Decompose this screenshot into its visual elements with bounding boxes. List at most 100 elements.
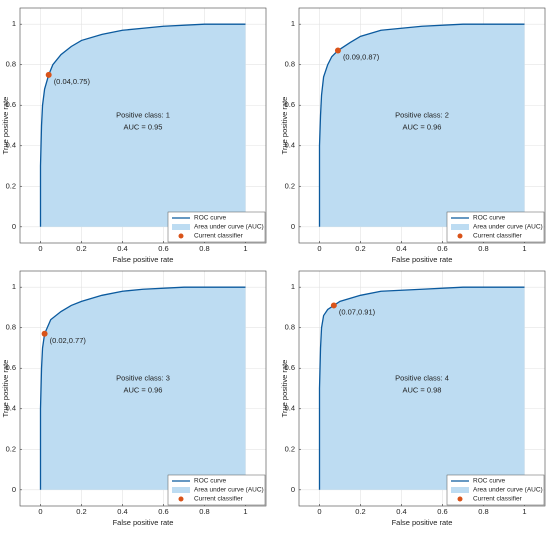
x-tick-label: 0.8 <box>199 244 209 253</box>
y-tick-label: 0.8 <box>285 60 295 69</box>
y-tick-label: 0.6 <box>6 100 16 109</box>
point-label: (0.02,0.77) <box>50 336 87 345</box>
y-tick-label: 0 <box>12 222 16 231</box>
annotation: AUC = 0.96 <box>403 123 442 132</box>
classifier-point <box>330 302 337 309</box>
x-tick-label: 0.6 <box>437 507 447 516</box>
x-tick-label: 0.4 <box>117 244 127 253</box>
y-axis-label: True positive rate <box>1 360 10 418</box>
legend-label: Current classifier <box>473 233 523 240</box>
axes-box <box>298 270 546 507</box>
x-tick-label: 0.4 <box>117 507 127 516</box>
legend-marker <box>457 496 463 502</box>
annotation: Positive class: 2 <box>395 110 449 119</box>
legend-label: ROC curve <box>473 478 506 485</box>
annotation: Positive class: 4 <box>395 373 449 382</box>
x-tick-label: 0.8 <box>478 244 488 253</box>
y-tick-label: 0.4 <box>285 404 295 413</box>
x-tick-label: 0.4 <box>396 244 406 253</box>
axes-box <box>19 7 267 244</box>
auc-area <box>319 287 525 490</box>
classifier-point <box>334 47 341 54</box>
point-label: (0.09,0.87) <box>343 53 380 62</box>
y-tick-label: 0.4 <box>6 404 16 413</box>
y-tick-label: 0.2 <box>6 181 16 190</box>
legend-label: Current classifier <box>473 496 523 503</box>
x-tick-label: 0.2 <box>355 244 365 253</box>
legend-swatch <box>451 224 469 230</box>
x-tick-label: 0 <box>317 244 321 253</box>
y-tick-label: 0 <box>291 222 295 231</box>
x-tick-label: 0 <box>38 507 42 516</box>
y-axis-label: True positive rate <box>280 360 289 418</box>
roc-curve <box>39 286 246 490</box>
x-tick-label: 1 <box>522 507 526 516</box>
annotation: AUC = 0.98 <box>403 386 442 395</box>
axes-box <box>19 270 267 507</box>
y-tick-label: 0.8 <box>6 60 16 69</box>
legend-marker <box>457 233 463 239</box>
y-tick-label: 0.2 <box>285 444 295 453</box>
y-tick-label: 1 <box>12 282 16 291</box>
x-tick-label: 0 <box>38 244 42 253</box>
roc-curve <box>39 23 246 227</box>
auc-area <box>319 24 525 227</box>
x-axis-label: False positive rate <box>113 255 174 264</box>
annotation: Positive class: 3 <box>116 373 170 382</box>
annotation: AUC = 0.95 <box>124 123 163 132</box>
y-tick-label: 0.8 <box>285 323 295 332</box>
x-tick-label: 0.6 <box>437 244 447 253</box>
y-tick-label: 0.6 <box>6 363 16 372</box>
axes-box <box>298 7 546 244</box>
annotation: AUC = 0.96 <box>124 386 163 395</box>
legend-label: Area under curve (AUC) <box>194 487 264 494</box>
point-label: (0.04,0.75) <box>54 77 91 86</box>
legend-label: Area under curve (AUC) <box>194 224 264 231</box>
x-axis-label: False positive rate <box>113 518 174 527</box>
x-tick-label: 0.4 <box>396 507 406 516</box>
annotation: Positive class: 1 <box>116 110 170 119</box>
y-tick-label: 0.2 <box>6 444 16 453</box>
y-tick-label: 1 <box>12 19 16 28</box>
y-tick-label: 0.4 <box>6 141 16 150</box>
x-tick-label: 0.2 <box>355 507 365 516</box>
legend-label: Current classifier <box>194 496 244 503</box>
legend-label: Current classifier <box>194 233 244 240</box>
x-tick-label: 0.6 <box>158 244 168 253</box>
legend-swatch <box>451 487 469 493</box>
y-tick-label: 0 <box>291 485 295 494</box>
auc-area <box>40 24 246 227</box>
auc-area <box>40 287 246 490</box>
x-tick-label: 1 <box>522 244 526 253</box>
y-tick-label: 0.6 <box>285 363 295 372</box>
classifier-point <box>45 71 52 78</box>
x-tick-label: 1 <box>243 244 247 253</box>
x-axis-label: False positive rate <box>392 255 453 264</box>
legend-marker <box>178 233 184 239</box>
legend-label: Area under curve (AUC) <box>473 487 543 494</box>
legend-marker <box>178 496 184 502</box>
y-tick-label: 1 <box>291 282 295 291</box>
y-axis-label: True positive rate <box>280 97 289 155</box>
legend-swatch <box>172 487 190 493</box>
legend-label: ROC curve <box>194 478 227 485</box>
legend-label: Area under curve (AUC) <box>473 224 543 231</box>
y-tick-label: 0.6 <box>285 100 295 109</box>
y-tick-label: 0.8 <box>6 323 16 332</box>
legend-label: ROC curve <box>473 215 506 222</box>
legend-label: ROC curve <box>194 215 227 222</box>
x-axis-label: False positive rate <box>392 518 453 527</box>
y-tick-label: 1 <box>291 19 295 28</box>
x-tick-label: 0.2 <box>76 507 86 516</box>
y-tick-label: 0.4 <box>285 141 295 150</box>
point-label: (0.07,0.91) <box>339 307 376 316</box>
x-tick-label: 0.8 <box>199 507 209 516</box>
x-tick-label: 0.2 <box>76 244 86 253</box>
y-tick-label: 0 <box>12 485 16 494</box>
x-tick-label: 1 <box>243 507 247 516</box>
x-tick-label: 0.6 <box>158 507 168 516</box>
x-tick-label: 0 <box>317 507 321 516</box>
classifier-point <box>41 330 48 337</box>
y-axis-label: True positive rate <box>1 97 10 155</box>
